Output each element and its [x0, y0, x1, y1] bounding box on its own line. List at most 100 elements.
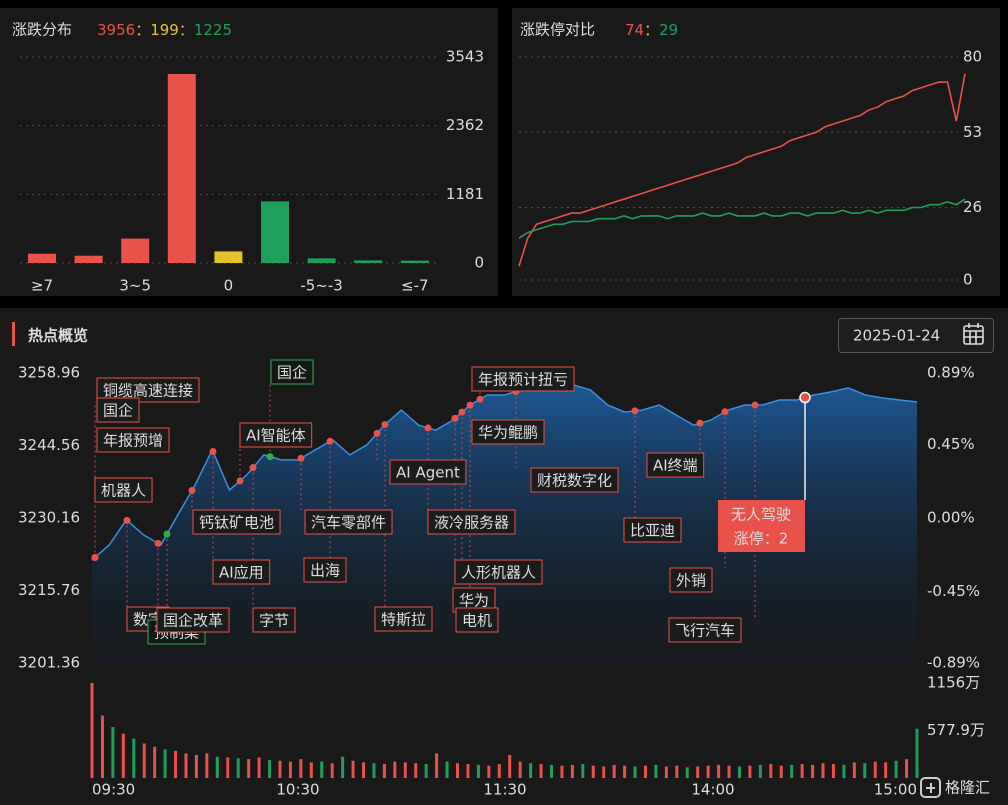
- annotation-label: 年报预增: [103, 432, 163, 450]
- annotation-box: [455, 607, 499, 633]
- volume-bar: [529, 763, 533, 778]
- annotation-label: 华为: [459, 592, 489, 610]
- annotation-dot: [123, 516, 131, 524]
- annotation-dot: [721, 408, 729, 416]
- annotation-box: [304, 509, 393, 535]
- volume-tick-label: 577.9万: [927, 721, 985, 739]
- y2-tick-label: -0.89%: [927, 654, 980, 672]
- annotation-box: [96, 397, 140, 423]
- bar: [121, 238, 150, 263]
- volume-bar: [497, 764, 501, 778]
- volume-bar: [831, 764, 835, 778]
- annotation-box: [303, 557, 347, 583]
- volume-bar: [654, 764, 658, 778]
- bar: [167, 73, 196, 264]
- highlight-label: 涨停：2: [734, 530, 789, 548]
- volume-bar: [247, 759, 251, 778]
- annotation-dot: [326, 437, 334, 445]
- annotation-dot: [424, 424, 432, 432]
- annotation-dot: [266, 453, 274, 461]
- annotation-label: 特斯拉: [381, 611, 426, 629]
- x-tick-label: 10:30: [276, 781, 319, 799]
- bar: [354, 260, 383, 263]
- volume-bar: [675, 765, 679, 778]
- annotation-dot: [631, 407, 639, 415]
- volume-bar: [779, 765, 783, 778]
- annotation-box: [530, 467, 619, 493]
- bar: [400, 260, 429, 263]
- volume-bar: [727, 765, 731, 778]
- volume-bar: [643, 765, 647, 778]
- x-tick-label: 15:00: [874, 781, 917, 799]
- volume-bar: [90, 683, 94, 778]
- bar: [28, 253, 56, 263]
- chart-title: 涨跌停对比: [520, 21, 595, 39]
- y2-tick-label: -0.45%: [927, 582, 980, 600]
- annotation-box: [471, 419, 545, 445]
- annotation-dot: [466, 401, 474, 409]
- volume-bar: [560, 765, 564, 778]
- annotation-label: AI智能体: [246, 427, 306, 445]
- annotation-dot: [451, 414, 459, 422]
- volume-bar: [685, 767, 689, 778]
- y-tick-label: 0: [474, 254, 484, 272]
- volume-bar: [372, 763, 376, 778]
- x-tick-label: 14:00: [691, 781, 734, 799]
- volume-bar: [320, 761, 324, 778]
- volume-bar: [142, 743, 146, 778]
- chart-title: 涨跌分布: [12, 21, 72, 39]
- annotation-box: [427, 509, 516, 535]
- calendar-icon: [963, 323, 984, 345]
- annotation-label: 钙钛矿电池: [199, 514, 274, 532]
- annotation-dot: [163, 530, 171, 538]
- volume-bar: [696, 766, 700, 778]
- section-marker: [12, 322, 15, 346]
- summary-counts: 3956：199：1225: [97, 21, 232, 39]
- highlight-name: 无人驾驶: [731, 506, 791, 524]
- annotation-dot: [91, 553, 99, 561]
- highlight-dot: [799, 391, 811, 404]
- volume-bar: [288, 761, 292, 778]
- annotation-dot: [209, 447, 217, 455]
- volume-bar: [717, 764, 721, 778]
- y-tick-label: 80: [963, 48, 982, 66]
- volume-bar: [153, 746, 157, 778]
- annotation-label: 国企改革: [163, 612, 223, 630]
- annotation-dot: [154, 539, 162, 547]
- y-tick-label: 3215.76: [18, 581, 80, 599]
- date-value[interactable]: 2025-01-24: [853, 327, 940, 345]
- annotation-dot: [696, 419, 704, 427]
- volume-bar: [351, 760, 355, 778]
- annotation-label: 国企: [103, 402, 133, 420]
- annotation-box: [668, 617, 742, 643]
- volume-bar: [873, 761, 877, 778]
- x-tick-label: 0: [224, 277, 234, 295]
- volume-bar: [362, 762, 366, 778]
- bar: [214, 251, 243, 263]
- volume-bar: [539, 764, 543, 778]
- separator: ：: [135, 21, 150, 39]
- volume-bar: [591, 765, 595, 778]
- date-picker[interactable]: [838, 318, 994, 353]
- annotation-label: 国企: [277, 364, 307, 382]
- annotation-box: [669, 567, 713, 593]
- price-line: [91, 384, 918, 561]
- volume-bar: [737, 766, 741, 778]
- y-tick-label: 2362: [446, 116, 484, 134]
- annotation-dot: [188, 486, 196, 494]
- volume-bar: [581, 764, 585, 778]
- watermark: 格隆汇: [945, 779, 990, 797]
- volume-bar: [790, 764, 794, 778]
- bar: [74, 255, 103, 263]
- y-tick-label: 3201.36: [18, 654, 80, 672]
- annotation-label: 飞行汽车: [675, 622, 735, 640]
- volume-bar: [194, 754, 198, 778]
- annotation-label: 汽车零部件: [311, 514, 386, 532]
- count: 29: [659, 21, 678, 39]
- annotation-dot: [297, 454, 305, 462]
- volume-bar: [633, 766, 637, 778]
- volume-bar: [518, 761, 522, 778]
- volume-bar: [456, 763, 460, 778]
